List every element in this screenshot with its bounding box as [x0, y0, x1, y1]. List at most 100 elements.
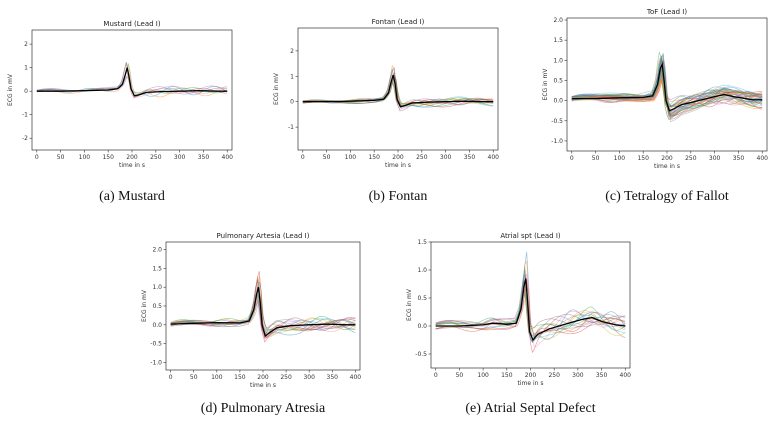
ecg-trace: [435, 251, 626, 340]
x-tick-label: 200: [257, 374, 269, 381]
ecg-trace: [571, 60, 763, 121]
x-tick-label: 200: [392, 154, 404, 161]
ecg-trace: [36, 64, 228, 98]
y-tick-label: 1.0: [417, 267, 427, 274]
individual-traces: [302, 64, 494, 112]
y-tick-label: 1.5: [152, 265, 162, 272]
x-tick-label: 400: [350, 374, 362, 381]
chart-title: Pulmonary Artesia (Lead I): [217, 232, 310, 240]
ecg-trace: [571, 61, 763, 120]
y-axis-label: ECG in mV: [273, 72, 280, 105]
x-axis-label: time in s: [518, 380, 544, 387]
ecg-trace: [302, 76, 494, 105]
y-tick-label: 0.0: [152, 322, 162, 329]
subfigure-caption: (a) Mustard: [99, 189, 165, 204]
x-axis-label: time in s: [385, 162, 411, 169]
ecg-trace: [571, 60, 763, 118]
x-tick-label: 50: [57, 154, 65, 161]
x-tick-label: 400: [757, 155, 769, 162]
x-tick-label: 150: [501, 372, 513, 379]
ecg-trace: [435, 273, 626, 348]
mean-ecg-line: [302, 74, 494, 108]
ecg-trace: [571, 62, 763, 118]
ecg-trace: [571, 65, 763, 117]
x-tick-label: 150: [102, 154, 114, 161]
y-tick-label: 2: [290, 48, 294, 55]
x-tick-label: 300: [440, 154, 452, 161]
y-tick-label: 1.0: [553, 57, 563, 64]
x-tick-label: 50: [323, 154, 331, 161]
ecg-trace: [435, 289, 626, 330]
y-tick-label: 0.5: [152, 303, 162, 310]
ecg-trace: [435, 286, 626, 337]
subfigure-caption: (e) Atrial Septal Defect: [465, 401, 595, 416]
y-tick-label: 1.5: [417, 239, 427, 246]
y-tick-label: 1: [24, 65, 28, 72]
individual-traces: [435, 251, 626, 354]
x-tick-label: 250: [150, 154, 162, 161]
y-tick-label: 0: [290, 99, 294, 106]
ecg-trace: [302, 72, 494, 108]
x-tick-label: 50: [456, 372, 464, 379]
x-tick-label: 250: [280, 374, 292, 381]
x-tick-label: 300: [303, 374, 315, 381]
ecg-trace: [435, 269, 626, 354]
ecg-trace: [435, 274, 626, 337]
ecg-trace: [435, 280, 626, 336]
x-tick-label: 400: [488, 154, 500, 161]
ecg-trace: [571, 76, 763, 117]
ecg-trace: [435, 279, 626, 343]
x-tick-label: 100: [345, 154, 357, 161]
plot-frame: [165, 241, 361, 371]
plot-frame: [297, 27, 499, 151]
ecg-trace: [435, 286, 626, 329]
x-tick-label: 350: [733, 155, 745, 162]
ecg-trace: [435, 274, 626, 343]
mean-ecg-line: [571, 61, 763, 112]
x-tick-label: 200: [126, 154, 138, 161]
ecg-trace: [571, 58, 763, 109]
mean-ecg-line: [36, 67, 228, 97]
ecg-trace: [302, 69, 494, 112]
individual-traces: [36, 62, 228, 99]
x-tick-label: 0: [570, 155, 574, 162]
ecg-trace: [571, 79, 763, 110]
y-tick-label: 0: [24, 88, 28, 95]
ecg-trace: [571, 55, 763, 109]
x-tick-label: 400: [222, 154, 234, 161]
x-axis-label: time in s: [654, 163, 680, 170]
individual-traces: [571, 52, 763, 123]
x-tick-label: 300: [572, 372, 584, 379]
chart-title: Fontan (Lead I): [372, 18, 425, 26]
y-tick-label: 1.0: [152, 284, 162, 291]
ecg-trace: [170, 281, 356, 334]
y-tick-label: -1.0: [150, 359, 162, 366]
y-tick-label: -1.0: [551, 138, 563, 145]
y-tick-label: -1: [288, 124, 294, 131]
x-tick-label: 250: [685, 155, 697, 162]
ecg-trace: [571, 52, 763, 121]
chart-title: Mustard (Lead I): [103, 20, 160, 28]
y-tick-label: -2: [22, 135, 28, 142]
y-tick-label: 0.0: [417, 323, 427, 330]
ecg-trace: [170, 296, 356, 340]
x-tick-label: 0: [35, 154, 39, 161]
ecg-trace: [170, 271, 356, 336]
chart-panel-3: ToF (Lead I) 0 50 100 150 200 250 300 350 400 -1.0…: [542, 8, 768, 204]
ecg-trace: [571, 54, 763, 116]
x-tick-label: 150: [368, 154, 380, 161]
ecg-trace: [571, 71, 763, 118]
plot-frame: [430, 241, 631, 369]
plot-frame: [566, 17, 768, 152]
x-tick-label: 250: [548, 372, 560, 379]
x-tick-label: 150: [637, 155, 649, 162]
individual-traces: [170, 271, 356, 343]
x-tick-label: 100: [79, 154, 91, 161]
x-tick-label: 250: [416, 154, 428, 161]
ecg-trace: [571, 67, 763, 116]
y-tick-label: 0.0: [553, 98, 563, 105]
y-tick-label: 1.5: [553, 37, 563, 44]
y-tick-label: 0.5: [553, 77, 563, 84]
x-tick-label: 300: [709, 155, 721, 162]
ecg-trace: [571, 69, 763, 115]
